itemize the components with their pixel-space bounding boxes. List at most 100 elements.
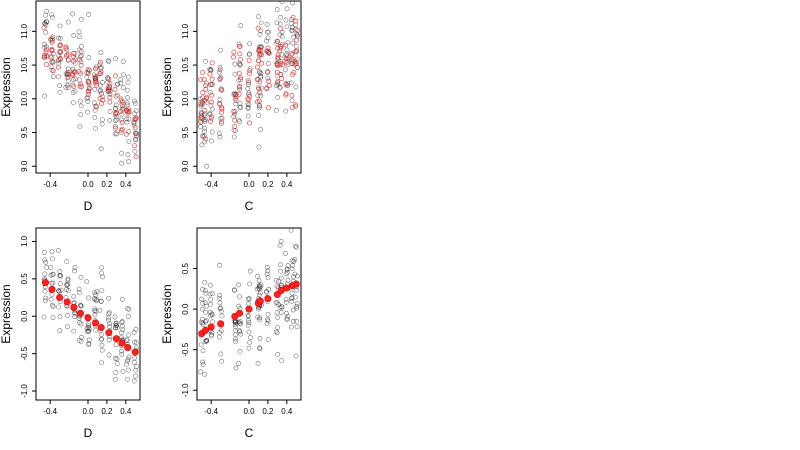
data-point — [247, 68, 253, 74]
data-point — [86, 341, 92, 347]
data-point — [124, 338, 130, 344]
data-point — [257, 284, 263, 290]
data-point — [125, 313, 131, 319]
data-point — [85, 109, 90, 115]
data-point — [200, 286, 205, 292]
data-point — [232, 71, 238, 77]
data-point — [283, 297, 289, 302]
data-point — [246, 296, 252, 302]
data-point — [264, 85, 270, 91]
data-point — [290, 14, 296, 20]
data-point — [56, 74, 61, 80]
x-tick-label: -0.4 — [43, 407, 57, 416]
data-point — [57, 328, 63, 334]
data-point — [72, 314, 78, 320]
data-point — [119, 126, 125, 132]
data-point — [285, 277, 291, 283]
data-point — [131, 339, 137, 345]
data-point — [289, 105, 295, 111]
data-point — [256, 113, 262, 118]
data-point — [199, 142, 205, 148]
data-point — [58, 287, 64, 293]
data-point — [115, 81, 121, 87]
data-point — [293, 102, 299, 108]
data-point — [265, 316, 271, 322]
data-point — [204, 303, 210, 309]
data-point — [113, 320, 119, 326]
x-tick-label: 0.0 — [82, 180, 94, 189]
data-point-mean — [231, 312, 239, 320]
data-point — [86, 337, 92, 343]
y-tick-label: 0.5 — [20, 273, 29, 285]
data-point — [293, 353, 299, 359]
data-point — [236, 361, 242, 366]
data-point — [288, 324, 294, 330]
data-point — [66, 57, 72, 63]
data-point — [99, 336, 105, 342]
y-tick-label: 11.0 — [181, 23, 190, 39]
data-point — [209, 330, 215, 336]
data-point — [86, 326, 92, 332]
data-point — [131, 122, 137, 128]
data-point — [235, 117, 241, 123]
data-point — [237, 294, 243, 299]
data-point — [119, 119, 125, 125]
data-point — [274, 40, 280, 46]
data-point — [71, 294, 77, 300]
data-point — [275, 352, 281, 357]
data-point — [77, 98, 83, 104]
x-tick-label: -0.4 — [204, 180, 218, 189]
data-point — [200, 361, 206, 367]
chart-panel-bottom-right: -0.4 0.0 0.2 0.4 -1.0 -0.5 0.0 0.5 C Expression — [160, 227, 302, 440]
data-point — [294, 287, 300, 293]
data-point-mean — [207, 323, 215, 331]
data-point — [277, 262, 283, 268]
data-point — [119, 319, 125, 325]
data-point — [236, 41, 242, 47]
data-point — [43, 259, 49, 265]
data-point — [256, 98, 262, 104]
data-point-mean — [217, 320, 225, 328]
data-point — [274, 69, 280, 75]
data-point — [293, 243, 298, 249]
data-point — [77, 84, 83, 90]
data-point — [283, 17, 289, 23]
data-point — [288, 20, 294, 26]
data-point — [200, 300, 206, 306]
data-point — [85, 91, 91, 97]
y-tick-label: 9.0 — [20, 160, 29, 172]
data-point — [76, 69, 82, 75]
data-point-mean — [124, 344, 132, 352]
data-point — [283, 299, 289, 305]
data-point — [125, 356, 131, 362]
data-point — [290, 318, 296, 324]
data-point — [209, 138, 214, 144]
data-point — [290, 1, 296, 6]
data-point — [78, 63, 84, 69]
data-point — [219, 313, 225, 319]
data-point — [105, 58, 111, 63]
data-point — [278, 268, 283, 274]
x-tick-label: 0.0 — [243, 407, 255, 416]
data-point — [279, 76, 285, 82]
data-point — [133, 373, 138, 379]
data-point — [218, 47, 223, 53]
data-point — [254, 64, 260, 70]
data-point — [98, 337, 104, 343]
data-point — [217, 296, 222, 301]
data-point — [92, 297, 98, 302]
data-point — [258, 282, 264, 288]
data-point — [208, 116, 214, 122]
data-point — [202, 139, 208, 145]
x-axis-label: D — [84, 426, 93, 440]
data-point — [283, 42, 289, 48]
data-point — [264, 264, 270, 270]
data-point — [119, 160, 125, 166]
data-point — [283, 108, 289, 114]
data-point — [237, 320, 243, 326]
data-point — [131, 378, 137, 384]
x-axis-label: D — [84, 199, 93, 213]
data-point — [114, 131, 120, 137]
data-point — [86, 321, 91, 327]
data-point — [94, 104, 100, 110]
